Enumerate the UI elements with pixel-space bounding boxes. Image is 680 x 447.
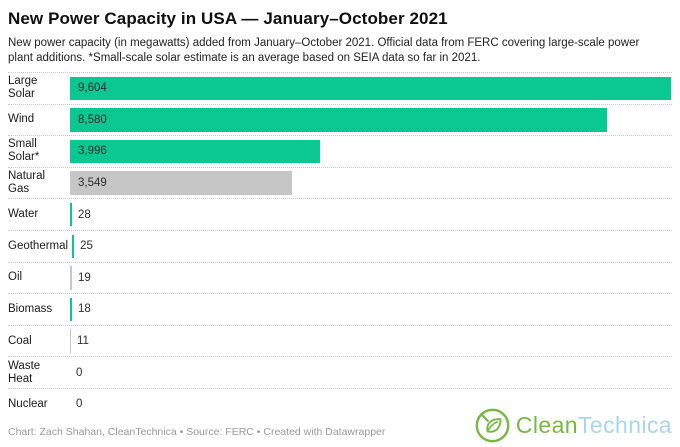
- chart-row: Waste Heat 0: [8, 356, 672, 388]
- category-label: Oil: [8, 271, 23, 284]
- bar: [70, 202, 72, 227]
- category-label: Water: [8, 208, 39, 221]
- chart-header: New Power Capacity in USA — January–Octo…: [0, 0, 680, 66]
- chart-row: Wind 8,580: [8, 103, 672, 136]
- chart-title: New Power Capacity in USA — January–Octo…: [8, 9, 448, 28]
- bar: [70, 108, 607, 132]
- bar-zone: 3,549: [70, 171, 672, 195]
- bar-zone: 19: [70, 266, 672, 290]
- chart-row: Nuclear 0: [8, 387, 672, 420]
- category-label: Natural Gas: [8, 170, 46, 196]
- logo-text-clean: Clean: [515, 412, 579, 438]
- bar: [70, 329, 71, 353]
- bar: [70, 297, 72, 322]
- bar-zone: 25: [72, 234, 672, 259]
- bar-zone: 3,996: [70, 139, 672, 164]
- chart-row: Small Solar* 3,996: [8, 135, 672, 167]
- value-label: 3,549: [78, 177, 107, 190]
- bar-zone: 0: [70, 361, 672, 385]
- value-label: 11: [77, 335, 89, 348]
- category-label: Geothermal: [8, 239, 69, 252]
- bar-zone: 0: [70, 392, 672, 416]
- category-label: Coal: [8, 334, 32, 347]
- category-label: Large Solar: [8, 75, 38, 101]
- bar: [70, 266, 72, 290]
- value-label: 0: [76, 398, 83, 411]
- value-label: 3,996: [78, 145, 107, 158]
- category-label: Wind: [8, 113, 35, 126]
- chart-row: Large Solar 9,604: [8, 72, 672, 104]
- bar: [70, 139, 321, 164]
- bar-chart: Large Solar 9,604 Wind 8,580 Small Solar* 3,9…: [8, 72, 672, 420]
- value-label: 19: [78, 271, 91, 284]
- bar: [70, 171, 293, 195]
- value-label: 28: [78, 208, 91, 221]
- category-label: Small Solar*: [8, 138, 40, 164]
- chart-row: Geothermal 25: [8, 229, 672, 262]
- category-label: Biomass: [8, 302, 53, 315]
- chart-row: Biomass 18: [8, 293, 672, 325]
- value-label: 18: [78, 303, 91, 316]
- cleantechnica-wordmark: CleanTechnica: [516, 407, 672, 444]
- bar-zone: 28: [70, 202, 672, 227]
- bar-zone: 18: [70, 297, 672, 322]
- category-label: Nuclear: [8, 397, 48, 410]
- chart-row: Water 28: [8, 198, 672, 230]
- cleantechnica-leaf-plug-icon: [475, 408, 510, 443]
- chart-description: New power capacity (in megawatts) added …: [8, 37, 640, 64]
- category-label: Waste Heat: [8, 359, 41, 385]
- bar: [70, 76, 671, 101]
- bar-zone: 9,604: [70, 76, 672, 101]
- cleantechnica-logo: CleanTechnica: [474, 407, 672, 444]
- bar-zone: 8,580: [70, 108, 672, 132]
- value-label: 25: [80, 240, 93, 253]
- chart-row: Natural Gas 3,549: [8, 166, 672, 199]
- chart-row: Oil 19: [8, 261, 672, 294]
- value-label: 0: [76, 366, 83, 379]
- value-label: 8,580: [78, 113, 107, 126]
- bar-zone: 11: [70, 329, 672, 353]
- value-label: 9,604: [78, 82, 107, 95]
- chart-byline: Chart: Zach Shahan, CleanTechnica • Sour…: [8, 426, 386, 438]
- bar: [72, 234, 75, 259]
- logo-text-technica: Technica: [578, 412, 672, 438]
- chart-row: Coal 11: [8, 324, 672, 357]
